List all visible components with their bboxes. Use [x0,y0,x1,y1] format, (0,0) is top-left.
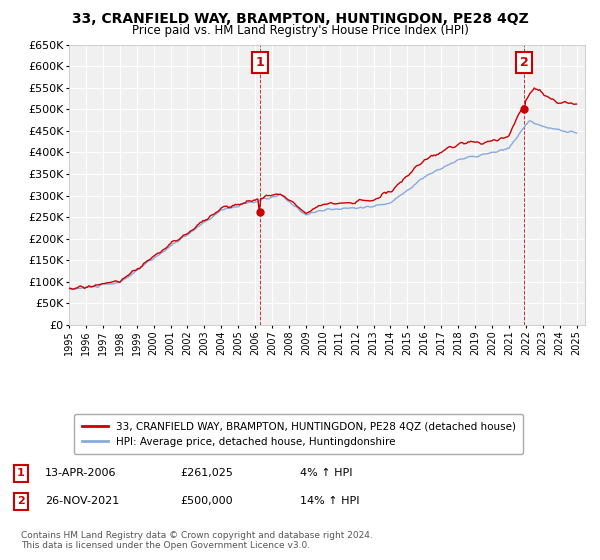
Text: 33, CRANFIELD WAY, BRAMPTON, HUNTINGDON, PE28 4QZ: 33, CRANFIELD WAY, BRAMPTON, HUNTINGDON,… [71,12,529,26]
Text: 2: 2 [520,56,529,69]
Text: 13-APR-2006: 13-APR-2006 [45,468,116,478]
Text: 2: 2 [17,496,25,506]
Text: 1: 1 [256,56,264,69]
Text: Contains HM Land Registry data © Crown copyright and database right 2024.
This d: Contains HM Land Registry data © Crown c… [21,530,373,550]
Text: 4% ↑ HPI: 4% ↑ HPI [300,468,353,478]
Legend: 33, CRANFIELD WAY, BRAMPTON, HUNTINGDON, PE28 4QZ (detached house), HPI: Average: 33, CRANFIELD WAY, BRAMPTON, HUNTINGDON,… [74,414,523,454]
Text: 26-NOV-2021: 26-NOV-2021 [45,496,119,506]
Text: Price paid vs. HM Land Registry's House Price Index (HPI): Price paid vs. HM Land Registry's House … [131,24,469,37]
Text: 1: 1 [17,468,25,478]
Text: £261,025: £261,025 [180,468,233,478]
Text: £500,000: £500,000 [180,496,233,506]
Text: 14% ↑ HPI: 14% ↑ HPI [300,496,359,506]
